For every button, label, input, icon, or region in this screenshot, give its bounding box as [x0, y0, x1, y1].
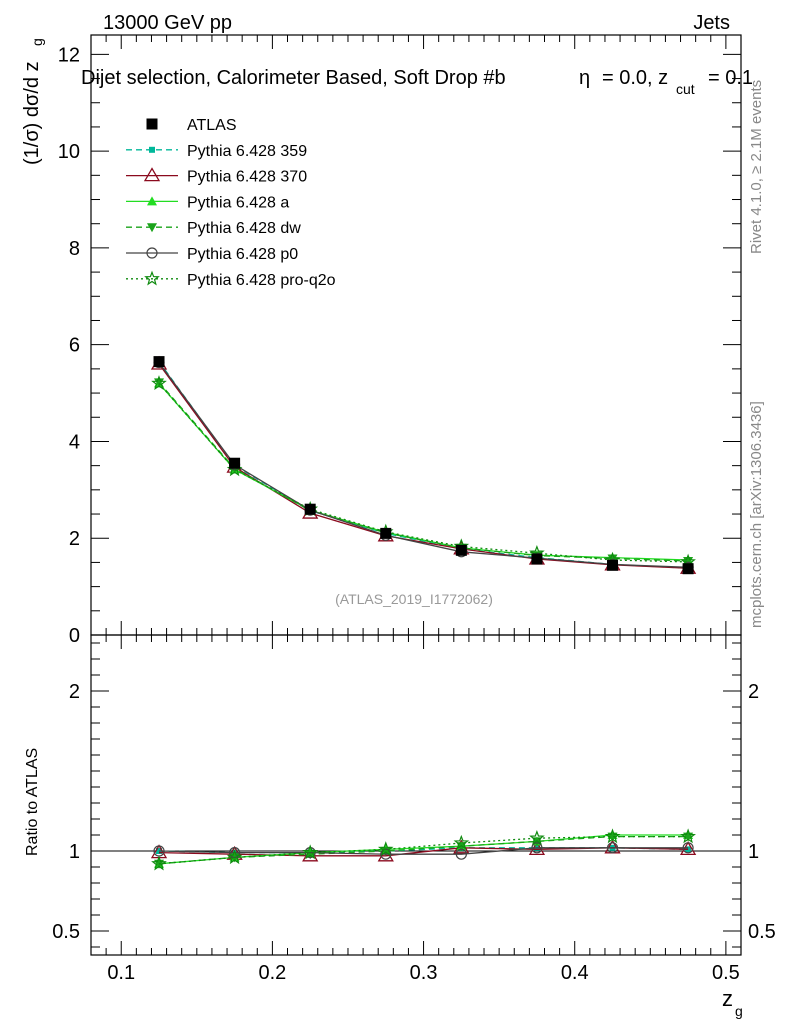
legend-marker-pdw — [147, 223, 157, 233]
ratio-ylabel: Ratio to ATLAS — [24, 748, 41, 856]
legend-label-p359: Pythia 6.428 359 — [187, 143, 307, 160]
plot-title-end: = 0.1 — [708, 67, 753, 89]
legend-label-pdw: Pythia 6.428 dw — [187, 220, 301, 237]
plot-title: Dijet selection, Calorimeter Based, Soft… — [81, 67, 506, 89]
main-ylabel-sub: g — [29, 38, 45, 46]
ratio-y-tick-label-right: 1 — [748, 841, 759, 863]
point-atlas — [607, 559, 619, 571]
plot-title-cut-sub: cut — [676, 81, 695, 97]
point-atlas — [304, 503, 316, 515]
legend-label-pq2o: Pythia 6.428 pro-q2o — [187, 272, 336, 289]
ratio-point-pp0 — [531, 842, 543, 854]
ratio-xlabel-sub: g — [735, 1003, 743, 1019]
point-atlas — [153, 356, 165, 368]
y-tick-label: 4 — [69, 431, 80, 453]
plot-title-eta: = 0.0, z — [602, 67, 668, 89]
legend-marker-pp0 — [146, 247, 158, 259]
ratio-y-tick-label: 2 — [69, 681, 80, 703]
ratio-point-pq2o — [302, 844, 319, 860]
ratio-point-pq2o — [529, 829, 545, 845]
point-atlas — [380, 527, 392, 539]
legend-label-p370: Pythia 6.428 370 — [187, 169, 307, 186]
x-tick-label: 0.1 — [107, 962, 135, 984]
ratio-line-pa — [158, 834, 689, 865]
ratio-y-tick-label: 0.5 — [52, 921, 80, 943]
legend-marker-pa — [147, 196, 157, 206]
analysis-watermark: (ATLAS_2019_I1772062) — [335, 591, 493, 607]
legend-marker-pq2o — [144, 270, 160, 286]
x-tick-label: 0.4 — [561, 962, 589, 984]
legend-item-pa: Pythia 6.428 a — [126, 194, 289, 211]
x-tick-label: 0.5 — [712, 962, 740, 984]
ratio-point-pq2o — [680, 828, 696, 844]
point-pq2o — [151, 375, 167, 390]
header-energy: 13000 GeV pp — [103, 12, 232, 34]
legend: ATLAS Pythia 6.428 359 Pythia 6.428 370 Pyt… — [126, 117, 336, 289]
ratio-point-pp0 — [606, 842, 619, 854]
ratio-point-pp0 — [455, 848, 467, 860]
legend-item-p370: Pythia 6.428 370 — [126, 167, 307, 186]
legend-marker-p370 — [143, 167, 161, 182]
ratio-line-pp0 — [158, 847, 689, 855]
ratio-xlabel: z — [722, 986, 733, 1011]
ratio-point-pq2o — [453, 834, 470, 850]
ratio-frame — [90, 634, 742, 956]
legend-item-pq2o: Pythia 6.428 pro-q2o — [126, 270, 336, 289]
rivet-label: Rivet 4.1.0, ≥ 2.1M events — [748, 80, 765, 254]
ratio-line-pq2o — [158, 835, 689, 865]
legend-marker-atlas — [146, 118, 158, 130]
y-tick-label: 8 — [69, 238, 80, 260]
legend-item-pp0: Pythia 6.428 p0 — [126, 246, 298, 263]
point-atlas — [229, 457, 241, 469]
ratio-point-pq2o — [226, 849, 243, 865]
ratio-y-tick-label: 1 — [69, 841, 80, 863]
legend-label-pa: Pythia 6.428 a — [187, 194, 289, 211]
legend-item-atlas: ATLAS — [146, 117, 237, 134]
legend-label-atlas: ATLAS — [187, 117, 237, 134]
series-line-pp0 — [158, 362, 689, 568]
y-tick-label: 10 — [58, 141, 80, 163]
series-line-pdw — [158, 381, 689, 562]
ratio-point-pp0 — [380, 848, 392, 860]
legend-marker-p359 — [149, 146, 155, 153]
x-tick-label: 0.2 — [258, 962, 286, 984]
y-tick-label: 6 — [69, 335, 80, 357]
y-tick-label: 12 — [58, 44, 80, 66]
ratio-point-pq2o — [151, 855, 167, 871]
y-tick-label: 2 — [69, 528, 80, 550]
legend-label-pp0: Pythia 6.428 p0 — [187, 246, 298, 263]
ratio-point-pq2o — [604, 828, 621, 844]
ratio-series-group — [150, 828, 697, 871]
x-tick-label: 0.3 — [410, 962, 438, 984]
header-category: Jets — [693, 12, 730, 34]
ratio-point-pp0 — [682, 842, 694, 854]
legend-item-p359: Pythia 6.428 359 — [126, 143, 307, 160]
ratio-point-pq2o — [377, 841, 394, 857]
ratio-y-tick-label-right: 2 — [748, 681, 759, 703]
legend-item-pdw: Pythia 6.428 dw — [126, 220, 301, 237]
ratio-y-tick-label-right: 0.5 — [748, 921, 776, 943]
mcplots-label: mcplots.cern.ch [arXiv:1306.3436] — [748, 401, 765, 628]
main-series-group — [150, 355, 697, 575]
plot-title-eta-symbol: η — [579, 67, 590, 89]
point-atlas — [455, 544, 467, 556]
point-atlas — [531, 553, 543, 565]
y-tick-label: 0 — [69, 625, 80, 647]
series-line-pa — [158, 382, 689, 561]
point-atlas — [682, 563, 694, 575]
main-ylabel: (1/σ) dσ/d z — [21, 61, 43, 165]
